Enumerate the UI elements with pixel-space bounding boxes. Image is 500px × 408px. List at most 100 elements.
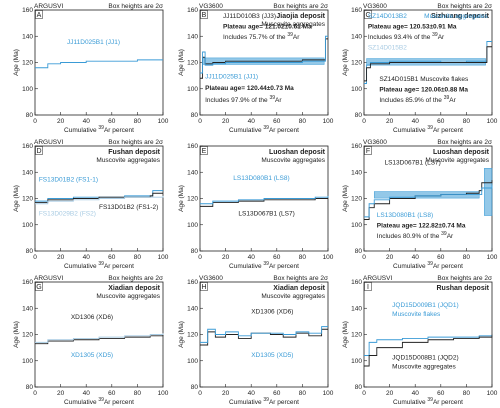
annotation: SZ14D013B2	[368, 13, 407, 20]
x-tick-label: 60	[273, 118, 281, 125]
panel-title: Luoshan deposit	[433, 149, 490, 156]
svg-text:A: A	[37, 12, 42, 19]
x-tick-label: 20	[57, 118, 65, 125]
annotation: Includes 80.9% of the 39Ar	[377, 231, 454, 240]
panel-letter: E	[200, 146, 208, 155]
x-tick-label: 80	[299, 390, 307, 397]
series-line	[35, 59, 163, 69]
y-axis-title: Age (Ma)	[178, 49, 185, 76]
annotation: Plateau age= 120.44±0.73 Ma	[205, 85, 294, 92]
y-tick-label: 120	[22, 60, 33, 67]
plot-frame	[34, 9, 164, 116]
annotation: LS13D067B1 (LS7)	[238, 211, 294, 218]
annotation: XD1306 (XD6)	[251, 309, 293, 316]
y-tick-label: 140	[351, 169, 362, 176]
x-tick-label: 40	[83, 254, 91, 261]
y-tick-label: 140	[351, 33, 362, 40]
annotation: Includes 75.7% of the 39Ar	[223, 32, 300, 41]
panel-C: VG3600 Box heights are 2σ C 0 20 40 60 80 100 80 1…	[342, 3, 498, 134]
svg-text:B: B	[202, 12, 207, 19]
box-height-note: Box heights are 2σ	[273, 3, 328, 10]
box-height-note: Box heights are 2σ	[108, 275, 163, 282]
y-tick-label: 160	[22, 279, 33, 286]
panel-subtitle: Muscovite aggregates	[425, 157, 489, 164]
panel-H: VG3600 Box heights are 2σ H 0 20 40 60 80 100 80 1…	[178, 275, 334, 406]
series-line	[35, 333, 164, 343]
x-axis-title: Cumulative 39Ar percent	[393, 261, 463, 270]
annotation: Includes 93.4% of the 39Ar	[368, 32, 445, 41]
x-tick-label: 80	[134, 254, 142, 261]
instrument-label: ARGUSVI	[34, 275, 63, 282]
series-line	[364, 334, 493, 367]
box-height-note: Box heights are 2σ	[437, 139, 492, 146]
plot-frame	[363, 281, 493, 388]
x-tick-label: 100	[158, 390, 169, 397]
annotation: Muscovite aggregates	[424, 13, 488, 20]
y-tick-label: 80	[26, 112, 34, 119]
x-tick-label: 0	[198, 390, 202, 397]
series-line	[364, 41, 492, 84]
box-height-note: Box heights are 2σ	[108, 139, 163, 146]
svg-text:H: H	[201, 284, 206, 291]
annotation: JJ11D010B3 (JJ3)	[223, 13, 276, 20]
y-tick-label: 140	[187, 169, 198, 176]
annotation: JJ11D025B1 (JJ1)	[67, 39, 120, 46]
panel-subtitle: Muscovite aggregates	[96, 157, 160, 164]
y-tick-label: 100	[351, 358, 362, 365]
panel-D: ARGUSVI Box heights are 2σ D 0 20 40 60 80 100 80…	[13, 139, 169, 270]
box-height-note: Box heights are 2σ	[108, 3, 163, 10]
y-tick-label: 100	[187, 358, 198, 365]
panel-title: Luoshan deposit	[269, 149, 326, 156]
y-tick-label: 120	[187, 196, 198, 203]
svg-text:C: C	[365, 12, 370, 19]
x-tick-label: 20	[222, 390, 230, 397]
box-height-note: Box heights are 2σ	[273, 275, 328, 282]
y-tick-label: 140	[187, 305, 198, 312]
y-tick-label: 100	[22, 358, 33, 365]
box-height-note: Box heights are 2σ	[437, 275, 492, 282]
x-tick-label: 40	[248, 390, 256, 397]
y-tick-label: 120	[351, 60, 362, 67]
y-tick-label: 80	[191, 248, 199, 255]
x-tick-label: 80	[299, 118, 307, 125]
x-tick-label: 80	[134, 118, 142, 125]
panel-subtitle: Muscovite aggregates	[261, 157, 325, 164]
series-line	[35, 192, 163, 203]
annotation: Plateau age= 122.82±0.74 Ma	[377, 222, 466, 229]
annotation: Plateau age= 120.06±0.88 Ma	[379, 86, 468, 93]
y-tick-label: 80	[355, 248, 363, 255]
x-tick-label: 100	[323, 254, 334, 261]
panel-subtitle: Muscovite aggregates	[96, 293, 160, 300]
y-tick-label: 160	[187, 143, 198, 150]
annotation: LS13D080B1 (LS8)	[377, 212, 433, 219]
x-tick-label: 20	[386, 118, 394, 125]
svg-text:I: I	[367, 284, 369, 291]
annotation: XD1306 (XD6)	[71, 314, 113, 321]
x-tick-label: 40	[412, 254, 420, 261]
x-tick-label: 0	[33, 118, 37, 125]
y-tick-label: 160	[22, 143, 33, 150]
y-tick-label: 160	[351, 7, 362, 14]
y-tick-label: 120	[22, 196, 33, 203]
y-tick-label: 140	[351, 305, 362, 312]
x-tick-label: 100	[487, 254, 498, 261]
x-tick-label: 20	[386, 390, 394, 397]
x-axis-title: Cumulative 39Ar percent	[229, 125, 299, 134]
panel-letter: B	[200, 10, 208, 19]
panel-letter: G	[35, 282, 43, 291]
y-tick-label: 80	[355, 384, 363, 391]
svg-text:D: D	[36, 148, 41, 155]
y-tick-label: 160	[187, 7, 198, 14]
x-axis-title: Cumulative 39Ar percent	[64, 125, 134, 134]
x-tick-label: 80	[463, 118, 471, 125]
plateau-box	[366, 58, 486, 66]
x-tick-label: 80	[134, 390, 142, 397]
y-axis-title: Age (Ma)	[342, 49, 349, 76]
x-axis-title: Cumulative 39Ar percent	[229, 397, 299, 406]
x-tick-label: 0	[33, 254, 37, 261]
annotation: Muscovite flakes	[392, 311, 441, 318]
panel-E: E 0 20 40 60 80 100 80 100 120 140 160 Age (Ma) Cumul…	[178, 143, 334, 270]
svg-text:G: G	[36, 284, 41, 291]
annotation: JJ11D025B1 (JJ1)	[205, 73, 258, 80]
annotation: XD1305 (XD5)	[251, 352, 293, 359]
